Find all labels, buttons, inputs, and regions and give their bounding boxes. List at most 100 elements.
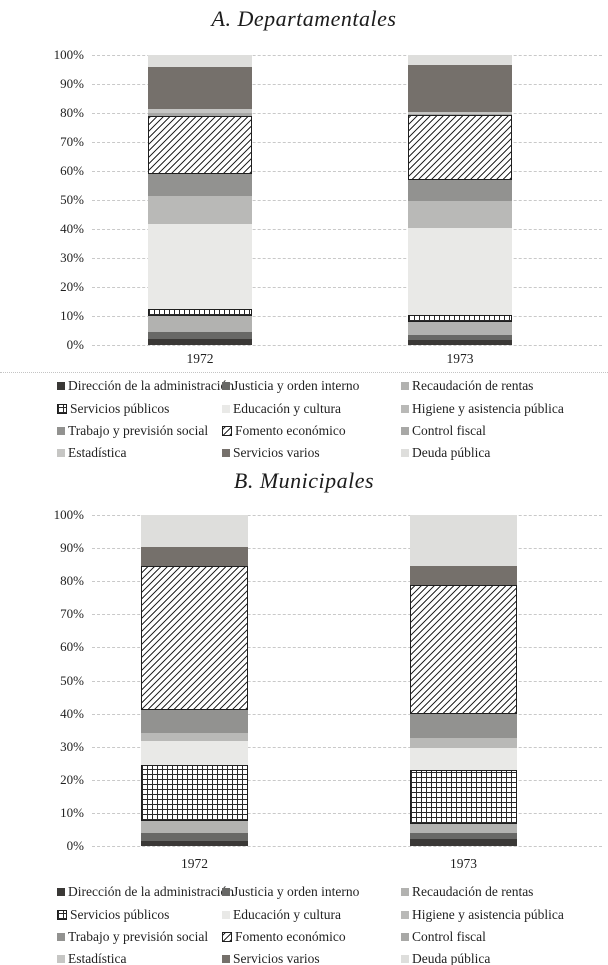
bar-segment <box>141 565 248 710</box>
bar-segment <box>408 113 512 115</box>
bar-segment <box>148 339 252 345</box>
bar-segment <box>408 339 512 345</box>
legend-label: Servicios públicos <box>70 906 170 922</box>
bar-segment <box>408 115 512 180</box>
legend-item: Control fiscal <box>401 423 601 439</box>
gridline <box>92 84 602 85</box>
gridline <box>92 647 602 649</box>
y-axis-tick-label: 0% <box>66 838 84 853</box>
gridline <box>92 680 602 682</box>
bar-segment <box>141 821 248 834</box>
y-axis-tick-label: 0% <box>66 337 84 352</box>
legend-label: Servicios varios <box>233 951 320 965</box>
gridline <box>92 316 602 317</box>
legend-item: Recaudación de rentas <box>401 884 601 900</box>
legend-label: Deuda pública <box>412 445 491 461</box>
legend-label: Higiene y asistencia pública <box>412 400 564 416</box>
legend-item: Trabajo y previsión social <box>57 929 222 945</box>
gridline <box>92 345 602 346</box>
legend-swatch <box>57 888 65 897</box>
bar-segment <box>410 769 517 825</box>
gridline <box>92 142 602 143</box>
bar-segment <box>410 585 517 714</box>
gridline <box>92 258 602 259</box>
bar-segment <box>141 840 248 846</box>
legend-label: Justicia y orden interno <box>233 378 360 394</box>
legend-label: Fomento económico <box>235 928 346 944</box>
y-axis-tick-label: 100% <box>53 507 84 522</box>
legend-item: Servicios públicos <box>57 401 222 417</box>
legend-item: Deuda pública <box>401 445 601 461</box>
legend-swatch <box>57 909 67 920</box>
x-axis-label: 1973 <box>446 351 474 366</box>
legend-item: Servicios públicos <box>57 907 222 923</box>
bar-segment <box>408 111 512 114</box>
legend-item: Servicios varios <box>222 445 401 461</box>
y-axis-tick-label: 30% <box>60 738 84 754</box>
y-axis-tick-label: 90% <box>60 540 84 556</box>
gridline <box>92 287 602 288</box>
bar-segment <box>141 741 248 765</box>
legend-label: Control fiscal <box>412 422 486 438</box>
legend-label: Estadística <box>68 445 127 461</box>
legend-swatch <box>401 955 409 964</box>
bar-segment <box>141 764 248 822</box>
gridline <box>92 779 602 781</box>
gridline <box>92 746 602 748</box>
legend-item: Higiene y asistencia pública <box>401 907 601 923</box>
x-axis-label: 1972 <box>181 856 208 871</box>
y-axis-tick-label: 60% <box>60 639 84 655</box>
bar-segment <box>141 833 248 841</box>
x-axis-label: 1973 <box>450 856 477 871</box>
y-axis-tick-label: 80% <box>60 573 84 589</box>
gridline <box>92 515 602 516</box>
x-axis-label: 1972 <box>186 351 214 366</box>
y-axis-tick-label: 10% <box>60 804 84 820</box>
bar-segment <box>410 832 517 840</box>
legend-label: Educación y cultura <box>233 906 341 922</box>
y-axis-tick-label: 20% <box>60 771 84 787</box>
legend-label: Dirección de la administración <box>68 378 235 394</box>
legend-label: Fomento económico <box>235 422 346 438</box>
legend-swatch <box>401 932 409 941</box>
legend-item: Estadística <box>57 445 222 461</box>
bar-segment <box>148 112 252 116</box>
legend-swatch <box>222 955 230 964</box>
legend-label: Higiene y asistencia pública <box>412 906 564 922</box>
legend-swatch <box>57 955 65 964</box>
legend-item: Higiene y asistencia pública <box>401 401 601 417</box>
bar-segment <box>408 335 512 340</box>
bar-segment <box>148 309 252 316</box>
chart-b-title: B. Municipales <box>233 468 375 493</box>
stacked-bar-1972 <box>148 55 252 345</box>
legend-swatch <box>401 426 409 435</box>
bar-segment <box>148 108 252 113</box>
bar-segment <box>141 515 248 548</box>
bar-segment <box>410 515 517 567</box>
bar-segment <box>141 709 248 734</box>
legend-item: Educación y cultura <box>222 401 401 417</box>
bar-segment <box>148 315 252 332</box>
bar-segment <box>408 179 512 202</box>
gridline <box>92 548 602 550</box>
stacked-bar-1972 <box>141 515 248 846</box>
legend-swatch <box>401 449 409 458</box>
legend-swatch <box>222 931 232 942</box>
legend-swatch <box>401 910 409 919</box>
legend-swatch <box>57 449 65 458</box>
legend-swatch <box>57 382 65 391</box>
legend-label: Justicia y orden interno <box>233 884 360 900</box>
legend-swatch <box>401 382 409 391</box>
bar-segment <box>410 839 517 846</box>
legend-label: Deuda pública <box>412 951 491 965</box>
legend-item: Recaudación de rentas <box>401 378 601 394</box>
legend-label: Servicios varios <box>233 445 320 461</box>
legend-item: Dirección de la administración <box>57 378 234 394</box>
legend-item: Servicios varios <box>222 951 401 965</box>
legend-label: Dirección de la administración <box>68 884 235 900</box>
stacked-bar-1973 <box>408 55 512 345</box>
legend-label: Educación y cultura <box>233 400 341 416</box>
legend-item: Control fiscal <box>401 929 601 945</box>
legend-label: Control fiscal <box>412 928 486 944</box>
